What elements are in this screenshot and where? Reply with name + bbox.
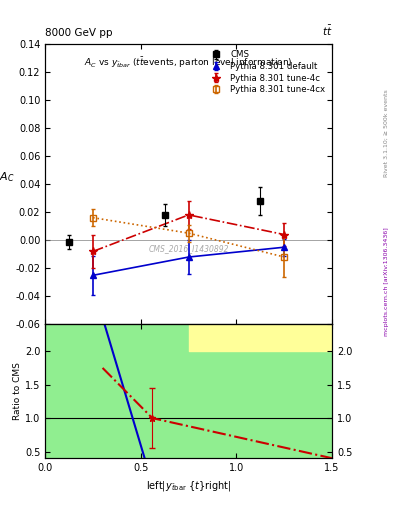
Y-axis label: Ratio to CMS: Ratio to CMS	[13, 362, 22, 420]
Text: Rivet 3.1.10; ≥ 500k events: Rivet 3.1.10; ≥ 500k events	[384, 89, 389, 177]
Legend: CMS, Pythia 8.301 default, Pythia 8.301 tune-4c, Pythia 8.301 tune-4cx: CMS, Pythia 8.301 default, Pythia 8.301 …	[204, 48, 328, 97]
Text: CMS_2016_I1430892: CMS_2016_I1430892	[149, 244, 229, 253]
Y-axis label: $A_C$: $A_C$	[0, 170, 15, 184]
X-axis label: $\mathrm{left}|y_{\bar{t}\mathrm{bar}}\ \{t\}\mathrm{right}|$: $\mathrm{left}|y_{\bar{t}\mathrm{bar}}\ …	[146, 479, 231, 493]
Text: $t\bar{t}$: $t\bar{t}$	[321, 24, 332, 38]
Text: $A_C$ vs $y_{\bar{t}bar}$ ($t\bar{t}$events, parton level information): $A_C$ vs $y_{\bar{t}bar}$ ($t\bar{t}$eve…	[84, 55, 293, 70]
Text: mcplots.cern.ch [arXiv:1306.3436]: mcplots.cern.ch [arXiv:1306.3436]	[384, 227, 389, 336]
Text: 8000 GeV pp: 8000 GeV pp	[45, 28, 113, 38]
